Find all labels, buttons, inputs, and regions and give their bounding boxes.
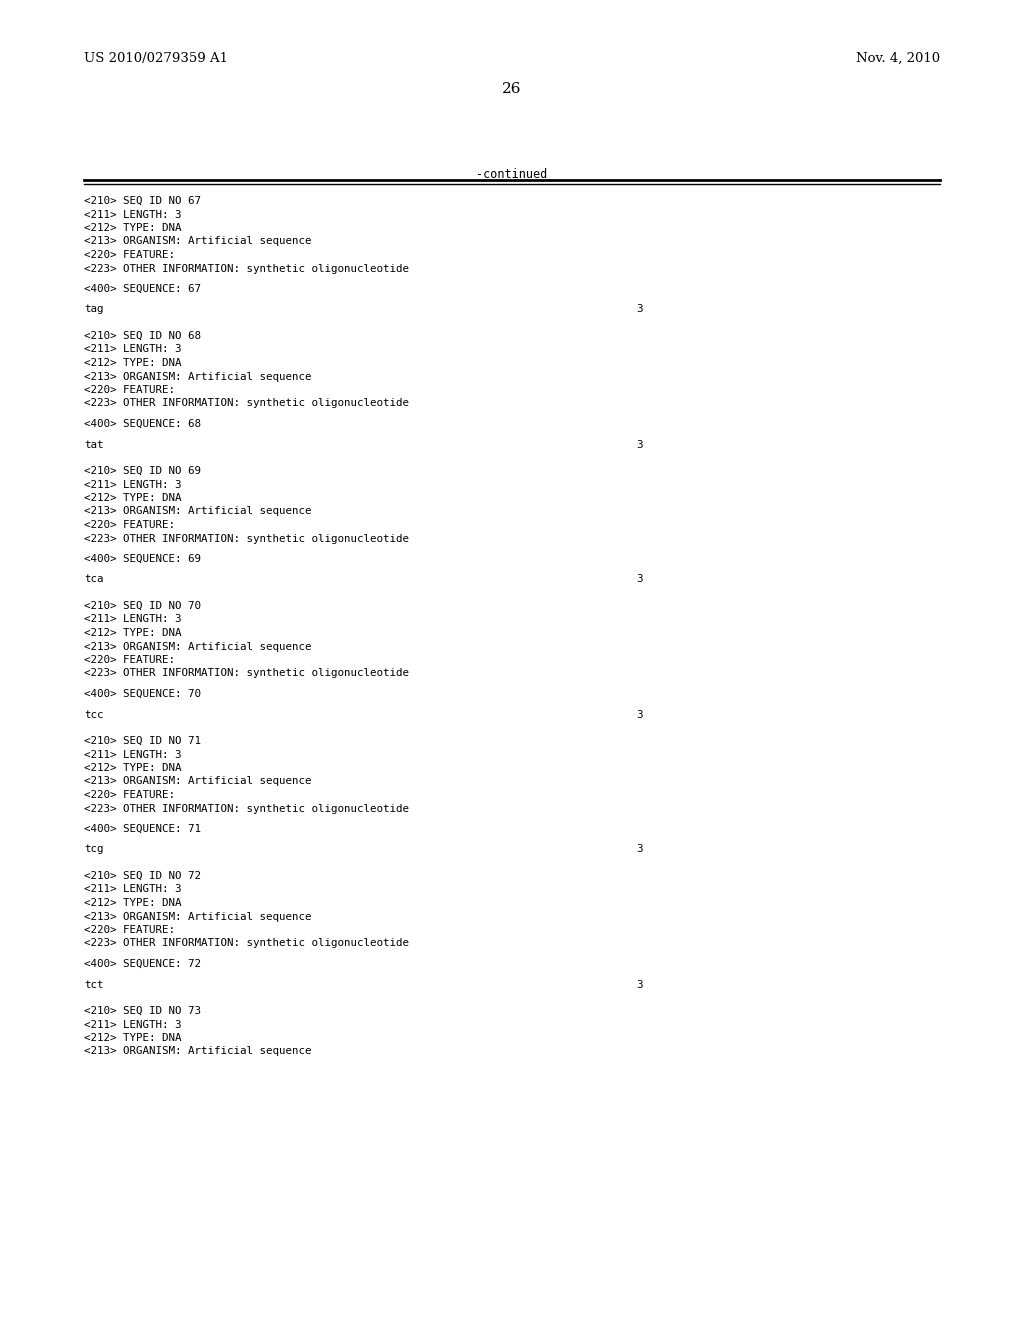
Text: <223> OTHER INFORMATION: synthetic oligonucleotide: <223> OTHER INFORMATION: synthetic oligo…: [84, 264, 409, 273]
Text: <220> FEATURE:: <220> FEATURE:: [84, 655, 175, 665]
Text: tct: tct: [84, 979, 103, 990]
Text: 3: 3: [636, 574, 642, 585]
Text: <220> FEATURE:: <220> FEATURE:: [84, 385, 175, 395]
Text: Nov. 4, 2010: Nov. 4, 2010: [856, 51, 940, 65]
Text: <223> OTHER INFORMATION: synthetic oligonucleotide: <223> OTHER INFORMATION: synthetic oligo…: [84, 533, 409, 544]
Text: <212> TYPE: DNA: <212> TYPE: DNA: [84, 1034, 181, 1043]
Text: <213> ORGANISM: Artificial sequence: <213> ORGANISM: Artificial sequence: [84, 642, 311, 652]
Text: <210> SEQ ID NO 73: <210> SEQ ID NO 73: [84, 1006, 201, 1016]
Text: <211> LENGTH: 3: <211> LENGTH: 3: [84, 615, 181, 624]
Text: <213> ORGANISM: Artificial sequence: <213> ORGANISM: Artificial sequence: [84, 507, 311, 516]
Text: <212> TYPE: DNA: <212> TYPE: DNA: [84, 223, 181, 234]
Text: <400> SEQUENCE: 70: <400> SEQUENCE: 70: [84, 689, 201, 700]
Text: <220> FEATURE:: <220> FEATURE:: [84, 925, 175, 935]
Text: <213> ORGANISM: Artificial sequence: <213> ORGANISM: Artificial sequence: [84, 236, 311, 247]
Text: <400> SEQUENCE: 72: <400> SEQUENCE: 72: [84, 960, 201, 969]
Text: <220> FEATURE:: <220> FEATURE:: [84, 249, 175, 260]
Text: US 2010/0279359 A1: US 2010/0279359 A1: [84, 51, 228, 65]
Text: 3: 3: [636, 305, 642, 314]
Text: <211> LENGTH: 3: <211> LENGTH: 3: [84, 210, 181, 219]
Text: <213> ORGANISM: Artificial sequence: <213> ORGANISM: Artificial sequence: [84, 776, 311, 787]
Text: <223> OTHER INFORMATION: synthetic oligonucleotide: <223> OTHER INFORMATION: synthetic oligo…: [84, 399, 409, 408]
Text: tag: tag: [84, 305, 103, 314]
Text: tat: tat: [84, 440, 103, 450]
Text: tcc: tcc: [84, 710, 103, 719]
Text: <212> TYPE: DNA: <212> TYPE: DNA: [84, 492, 181, 503]
Text: <220> FEATURE:: <220> FEATURE:: [84, 520, 175, 531]
Text: <210> SEQ ID NO 68: <210> SEQ ID NO 68: [84, 331, 201, 341]
Text: <400> SEQUENCE: 67: <400> SEQUENCE: 67: [84, 284, 201, 294]
Text: <400> SEQUENCE: 71: <400> SEQUENCE: 71: [84, 824, 201, 834]
Text: -continued: -continued: [476, 168, 548, 181]
Text: <212> TYPE: DNA: <212> TYPE: DNA: [84, 898, 181, 908]
Text: 3: 3: [636, 710, 642, 719]
Text: tca: tca: [84, 574, 103, 585]
Text: <211> LENGTH: 3: <211> LENGTH: 3: [84, 750, 181, 759]
Text: <213> ORGANISM: Artificial sequence: <213> ORGANISM: Artificial sequence: [84, 371, 311, 381]
Text: <220> FEATURE:: <220> FEATURE:: [84, 789, 175, 800]
Text: <211> LENGTH: 3: <211> LENGTH: 3: [84, 1019, 181, 1030]
Text: <212> TYPE: DNA: <212> TYPE: DNA: [84, 763, 181, 774]
Text: <210> SEQ ID NO 72: <210> SEQ ID NO 72: [84, 871, 201, 880]
Text: <210> SEQ ID NO 69: <210> SEQ ID NO 69: [84, 466, 201, 477]
Text: 26: 26: [502, 82, 522, 96]
Text: <211> LENGTH: 3: <211> LENGTH: 3: [84, 479, 181, 490]
Text: <212> TYPE: DNA: <212> TYPE: DNA: [84, 358, 181, 368]
Text: 3: 3: [636, 845, 642, 854]
Text: <211> LENGTH: 3: <211> LENGTH: 3: [84, 884, 181, 895]
Text: <210> SEQ ID NO 67: <210> SEQ ID NO 67: [84, 195, 201, 206]
Text: <223> OTHER INFORMATION: synthetic oligonucleotide: <223> OTHER INFORMATION: synthetic oligo…: [84, 668, 409, 678]
Text: <212> TYPE: DNA: <212> TYPE: DNA: [84, 628, 181, 638]
Text: tcg: tcg: [84, 845, 103, 854]
Text: <400> SEQUENCE: 69: <400> SEQUENCE: 69: [84, 554, 201, 564]
Text: <210> SEQ ID NO 70: <210> SEQ ID NO 70: [84, 601, 201, 611]
Text: <400> SEQUENCE: 68: <400> SEQUENCE: 68: [84, 418, 201, 429]
Text: <213> ORGANISM: Artificial sequence: <213> ORGANISM: Artificial sequence: [84, 1047, 311, 1056]
Text: <223> OTHER INFORMATION: synthetic oligonucleotide: <223> OTHER INFORMATION: synthetic oligo…: [84, 804, 409, 813]
Text: <210> SEQ ID NO 71: <210> SEQ ID NO 71: [84, 737, 201, 746]
Text: 3: 3: [636, 440, 642, 450]
Text: <211> LENGTH: 3: <211> LENGTH: 3: [84, 345, 181, 355]
Text: <213> ORGANISM: Artificial sequence: <213> ORGANISM: Artificial sequence: [84, 912, 311, 921]
Text: 3: 3: [636, 979, 642, 990]
Text: <223> OTHER INFORMATION: synthetic oligonucleotide: <223> OTHER INFORMATION: synthetic oligo…: [84, 939, 409, 949]
